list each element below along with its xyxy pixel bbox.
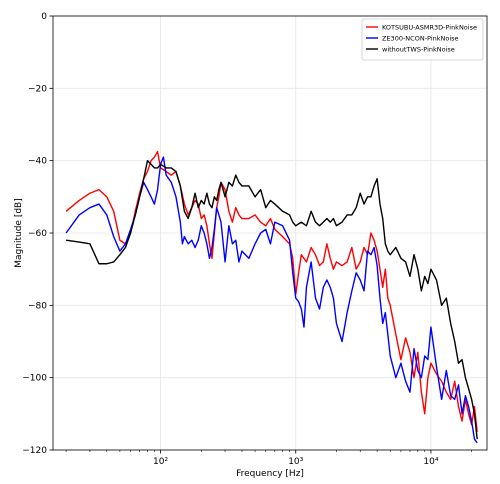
axes-layer: 10² 10³ 10⁴ 0 −20 −40 −60 −80 −100 −120 Frequency … — [14, 12, 488, 479]
series-layer — [65, 150, 478, 444]
x-tick-label: 10² — [153, 457, 168, 467]
series-line-2 — [65, 156, 478, 444]
legend-label-3: withoutTWS-PinkNoise — [382, 45, 455, 53]
y-axis-title: Magnitude [dB] — [14, 198, 24, 267]
x-axis-title: Frequency [Hz] — [236, 469, 304, 479]
y-tick-label: −20 — [28, 84, 47, 94]
legend-box — [361, 18, 484, 61]
legend: KOTSUBU-ASMR3D-PinkNoise ZE300-NCON-PinkN… — [361, 18, 484, 61]
series-line-3 — [66, 159, 478, 440]
y-tick-label: −100 — [22, 374, 47, 384]
legend-label-2: ZE300-NCON-PinkNoise — [382, 34, 459, 42]
x-tick-label: 10³ — [288, 457, 303, 467]
series-line-1 — [65, 150, 478, 432]
legend-label-1: KOTSUBU-ASMR3D-PinkNoise — [382, 23, 477, 31]
y-tick-label: −80 — [28, 301, 47, 311]
y-tick-label: −120 — [22, 446, 47, 456]
y-tick-label: −60 — [28, 229, 47, 239]
y-tick-label: 0 — [41, 12, 47, 22]
y-tick-label: −40 — [28, 157, 47, 167]
x-tick-label: 10⁴ — [423, 457, 438, 467]
